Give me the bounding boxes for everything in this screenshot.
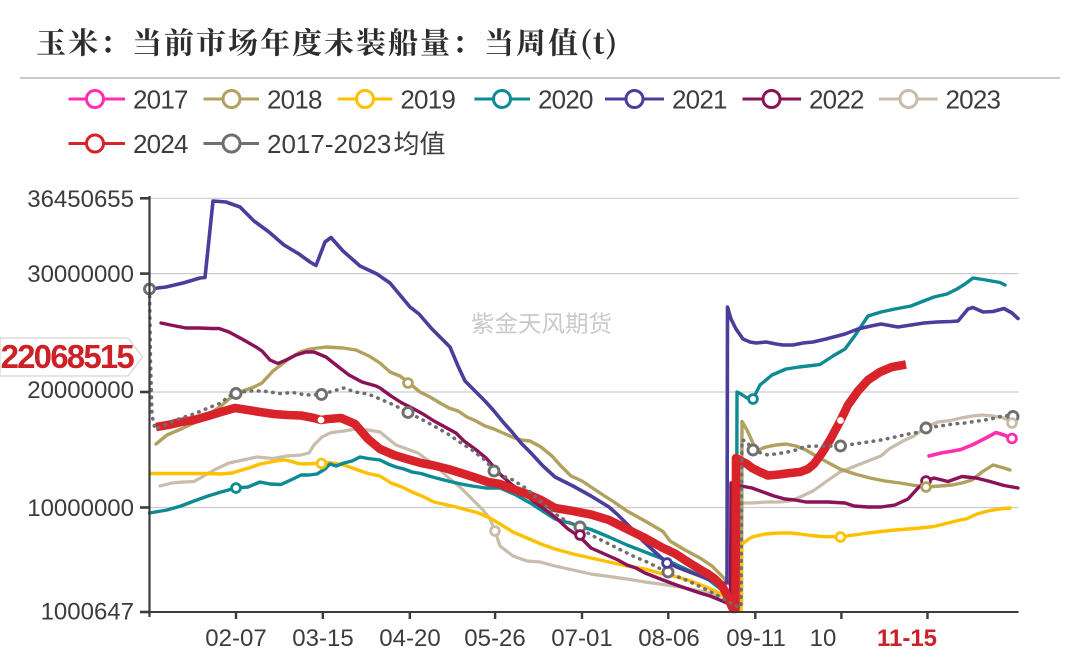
- svg-text:2022: 2022: [809, 85, 864, 115]
- svg-text:2024: 2024: [133, 129, 188, 159]
- svg-text:2017: 2017: [133, 85, 188, 115]
- svg-text:2020: 2020: [538, 85, 593, 115]
- svg-text:2021: 2021: [672, 85, 727, 115]
- svg-text:02-07: 02-07: [205, 625, 266, 652]
- svg-text:36450655: 36450655: [27, 186, 134, 213]
- svg-text:07-01: 07-01: [551, 625, 612, 652]
- svg-text:2017-2023: 2017-2023: [267, 129, 391, 159]
- svg-text:2023: 2023: [946, 85, 1001, 115]
- svg-text:09-11: 09-11: [726, 625, 786, 652]
- svg-text:03-15: 03-15: [292, 625, 353, 652]
- svg-text:2019: 2019: [400, 85, 455, 115]
- svg-text:1000647: 1000647: [41, 599, 134, 626]
- svg-text:08-06: 08-06: [638, 625, 699, 652]
- svg-text:2018: 2018: [267, 85, 322, 115]
- svg-text:05-26: 05-26: [464, 625, 525, 652]
- svg-text:10000000: 10000000: [27, 495, 134, 522]
- svg-text:20000000: 20000000: [27, 377, 134, 404]
- svg-text:22068515: 22068515: [1, 338, 135, 375]
- svg-text:30000000: 30000000: [27, 261, 134, 288]
- svg-text:04-20: 04-20: [379, 625, 440, 652]
- svg-text:10: 10: [810, 625, 837, 652]
- svg-text:11-15: 11-15: [877, 625, 937, 652]
